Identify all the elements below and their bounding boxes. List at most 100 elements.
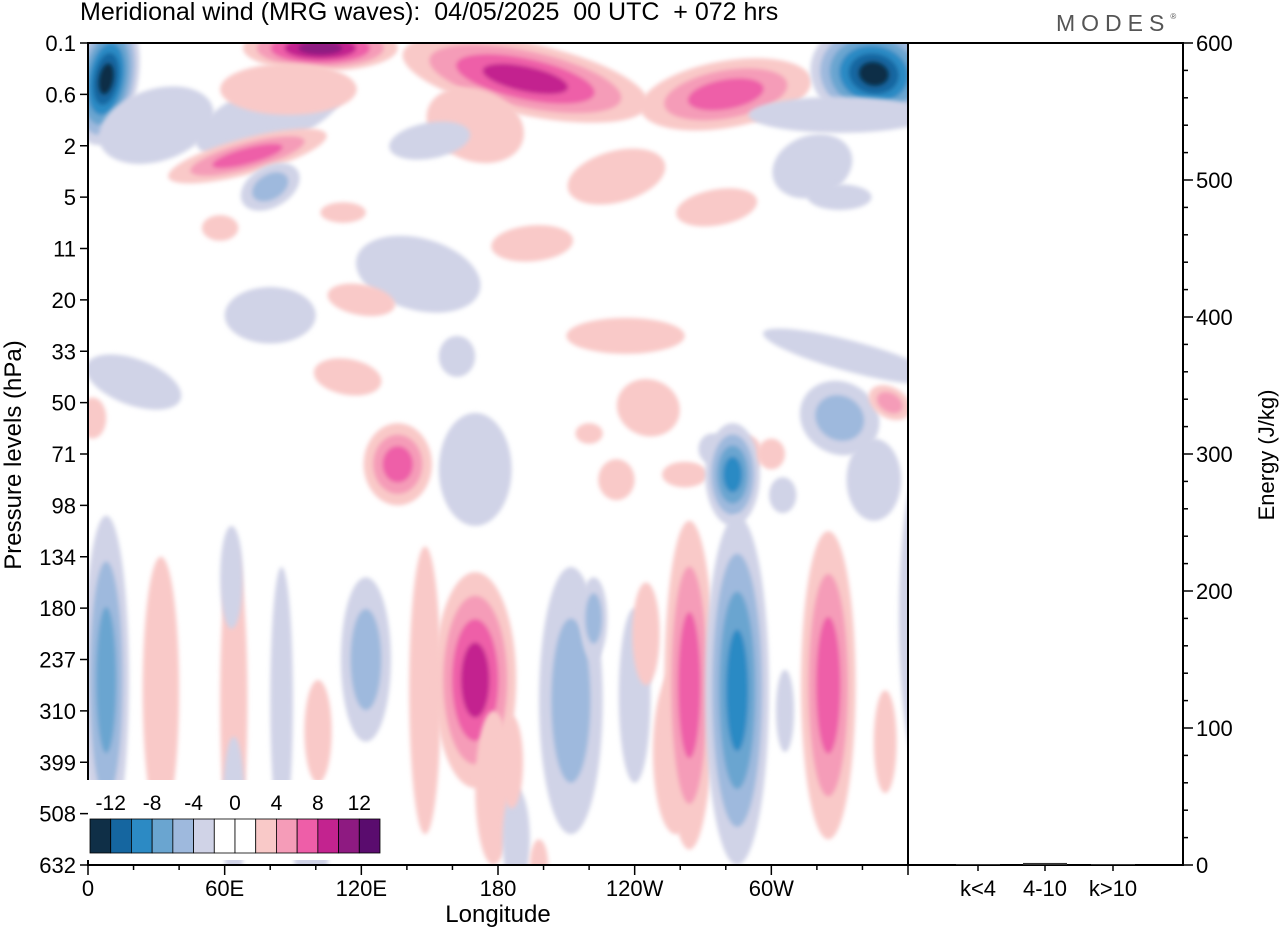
positive-wind-region bbox=[575, 423, 603, 444]
contour-band bbox=[98, 86, 214, 164]
y-tick-label: 2 bbox=[64, 134, 76, 159]
positive-wind-region bbox=[313, 358, 382, 396]
y-tick-label: 399 bbox=[39, 750, 76, 775]
contour-band bbox=[98, 62, 115, 95]
negative-wind-region bbox=[769, 477, 797, 514]
colorbar-label: -4 bbox=[184, 792, 203, 815]
x-tick-label: 0 bbox=[82, 876, 94, 901]
contour-band bbox=[567, 148, 666, 205]
negative-wind-region bbox=[88, 515, 129, 845]
energy-category-label: k>10 bbox=[1089, 876, 1137, 901]
contour-band bbox=[676, 188, 758, 227]
negative-wind-region bbox=[220, 525, 243, 629]
contour-band bbox=[876, 391, 903, 414]
contour-band bbox=[723, 456, 743, 493]
contour-band bbox=[898, 495, 908, 742]
positive-wind-region bbox=[868, 385, 908, 421]
negative-wind-region bbox=[438, 335, 476, 377]
contour-band bbox=[575, 423, 603, 444]
contour-band bbox=[762, 328, 908, 385]
contour-band bbox=[313, 358, 382, 396]
negative-wind-region bbox=[340, 577, 391, 742]
contour-band bbox=[389, 121, 471, 160]
colorbar-swatch bbox=[89, 818, 112, 854]
negative-wind-region bbox=[898, 495, 908, 742]
contour-band bbox=[500, 716, 524, 809]
positive-wind-region bbox=[567, 148, 666, 205]
colorbar-swatch bbox=[193, 818, 215, 854]
contour-band bbox=[350, 608, 382, 711]
y-tick-label: 632 bbox=[39, 853, 76, 878]
y-tick-label: 0.6 bbox=[45, 82, 76, 107]
x-tick-label: 60E bbox=[205, 876, 244, 901]
contour-band bbox=[320, 202, 366, 223]
energy-tick-label: 400 bbox=[1196, 305, 1233, 330]
negative-wind-region bbox=[240, 162, 300, 211]
contour-band bbox=[748, 96, 908, 133]
brand-registered-mark: ® bbox=[1170, 12, 1177, 21]
colorbar-label: 12 bbox=[348, 792, 371, 815]
contour-band bbox=[772, 134, 853, 199]
energy-tick-label: 500 bbox=[1196, 168, 1233, 193]
contour-band bbox=[757, 438, 785, 470]
longitude-axis: 0 60E 120E 180 120W 60W bbox=[82, 865, 909, 901]
brand-logo: MODES® bbox=[1056, 10, 1176, 37]
contour-band bbox=[201, 215, 239, 241]
energy-bar bbox=[1023, 862, 1067, 865]
contour-band bbox=[775, 669, 795, 752]
colorbar-label: -8 bbox=[143, 792, 162, 815]
positive-wind-region bbox=[873, 690, 897, 794]
negative-wind-region bbox=[98, 86, 214, 164]
contour-band bbox=[252, 172, 289, 202]
y-axis-title: Pressure levels (hPa) bbox=[0, 340, 27, 569]
contour-band bbox=[566, 317, 685, 354]
x-tick-label: 60W bbox=[749, 876, 794, 901]
positive-wind-region bbox=[409, 546, 442, 835]
contour-band bbox=[220, 525, 243, 629]
contour-band bbox=[482, 63, 569, 95]
colorbar-swatch bbox=[276, 818, 298, 854]
negative-wind-region bbox=[389, 121, 471, 160]
contour-band bbox=[616, 379, 680, 437]
colorbar-swatch bbox=[317, 818, 339, 854]
x-axis-title: Longitude bbox=[445, 901, 550, 928]
positive-wind-region bbox=[320, 202, 366, 223]
energy-tick-label: 600 bbox=[1196, 31, 1233, 56]
contour-band bbox=[142, 556, 180, 824]
contour-band bbox=[687, 78, 764, 111]
contour-band bbox=[846, 438, 902, 521]
colorbar-swatch bbox=[338, 818, 360, 854]
energy-bar bbox=[956, 864, 1000, 865]
negative-wind-region bbox=[762, 328, 908, 385]
contour-band bbox=[807, 184, 872, 210]
pressure-axis: 0.1 0.6 2 5 11 20 33 50 71 98 134 180 237 310 399 508 63… bbox=[39, 31, 88, 878]
y-tick-label: 11 bbox=[53, 237, 76, 262]
negative-wind-region bbox=[270, 567, 293, 835]
contour-band bbox=[270, 567, 293, 835]
colorbar-label: -12 bbox=[96, 792, 126, 815]
contour-band bbox=[529, 839, 549, 865]
contour-band bbox=[873, 690, 897, 794]
positive-wind-region bbox=[304, 680, 332, 783]
contour-band bbox=[858, 61, 890, 87]
energy-tick-label: 200 bbox=[1196, 579, 1233, 604]
colorbar-swatch bbox=[131, 818, 153, 854]
negative-wind-region bbox=[705, 423, 760, 526]
contour-band bbox=[816, 616, 841, 754]
contour-band bbox=[304, 680, 332, 783]
positive-wind-region bbox=[220, 63, 357, 115]
negative-wind-region bbox=[799, 380, 880, 456]
contour-band bbox=[96, 606, 117, 754]
positive-wind-region bbox=[529, 839, 549, 865]
brand-name: MODES bbox=[1056, 10, 1171, 36]
positive-wind-region bbox=[598, 459, 635, 501]
positive-wind-region bbox=[676, 188, 758, 227]
positive-wind-region bbox=[88, 397, 107, 439]
contour-band bbox=[224, 287, 316, 344]
colorbar-label: 0 bbox=[229, 792, 241, 815]
y-tick-label: 310 bbox=[39, 699, 76, 724]
positive-wind-region bbox=[142, 556, 180, 824]
y-tick-label: 71 bbox=[52, 442, 76, 467]
contour-band bbox=[409, 546, 442, 835]
